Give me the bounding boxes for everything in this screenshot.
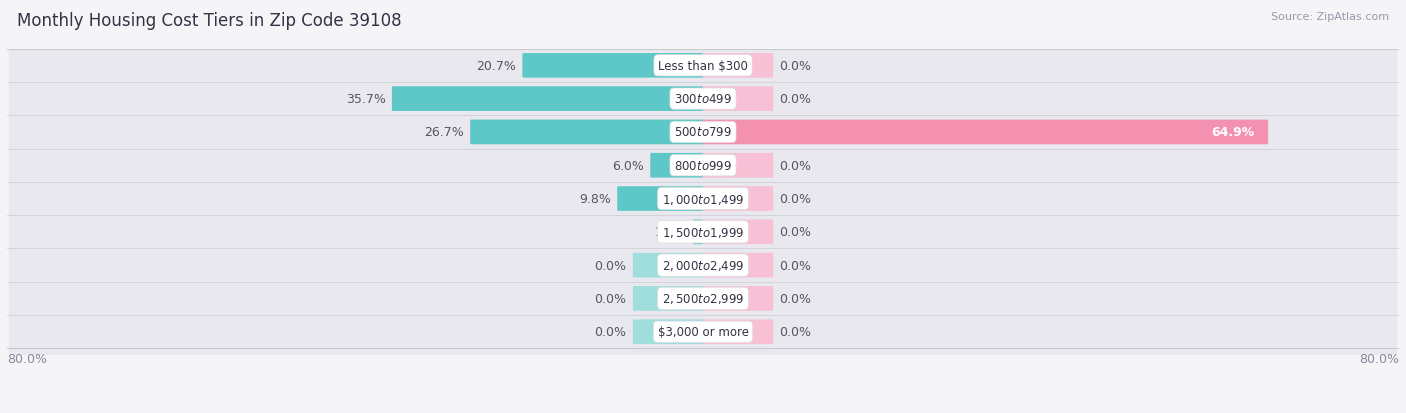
FancyBboxPatch shape	[8, 274, 1398, 324]
FancyBboxPatch shape	[703, 220, 773, 244]
Text: 0.0%: 0.0%	[779, 259, 811, 272]
FancyBboxPatch shape	[703, 120, 1268, 145]
FancyBboxPatch shape	[633, 320, 703, 344]
FancyBboxPatch shape	[693, 220, 703, 244]
FancyBboxPatch shape	[8, 141, 1398, 191]
Text: $300 to $499: $300 to $499	[673, 93, 733, 106]
Text: 1.1%: 1.1%	[655, 226, 686, 239]
Text: Monthly Housing Cost Tiers in Zip Code 39108: Monthly Housing Cost Tiers in Zip Code 3…	[17, 12, 402, 30]
Text: 6.0%: 6.0%	[612, 159, 644, 172]
Text: Source: ZipAtlas.com: Source: ZipAtlas.com	[1271, 12, 1389, 22]
Text: 9.8%: 9.8%	[579, 192, 610, 206]
FancyBboxPatch shape	[8, 108, 1398, 157]
FancyBboxPatch shape	[633, 287, 703, 311]
FancyBboxPatch shape	[470, 120, 703, 145]
FancyBboxPatch shape	[703, 287, 773, 311]
Text: 0.0%: 0.0%	[779, 93, 811, 106]
Text: 0.0%: 0.0%	[779, 192, 811, 206]
Text: 0.0%: 0.0%	[595, 292, 627, 305]
Text: 0.0%: 0.0%	[779, 292, 811, 305]
Text: $1,500 to $1,999: $1,500 to $1,999	[662, 225, 744, 239]
Text: 0.0%: 0.0%	[595, 325, 627, 338]
FancyBboxPatch shape	[633, 253, 703, 278]
Text: $2,000 to $2,499: $2,000 to $2,499	[662, 259, 744, 273]
FancyBboxPatch shape	[703, 54, 773, 78]
Text: $1,000 to $1,499: $1,000 to $1,499	[662, 192, 744, 206]
FancyBboxPatch shape	[8, 41, 1398, 91]
FancyBboxPatch shape	[8, 240, 1398, 290]
FancyBboxPatch shape	[703, 154, 773, 178]
Text: $800 to $999: $800 to $999	[673, 159, 733, 172]
Text: 20.7%: 20.7%	[477, 60, 516, 73]
Text: $3,000 or more: $3,000 or more	[658, 325, 748, 338]
FancyBboxPatch shape	[8, 74, 1398, 124]
Text: Less than $300: Less than $300	[658, 60, 748, 73]
FancyBboxPatch shape	[703, 187, 773, 211]
Text: 0.0%: 0.0%	[779, 159, 811, 172]
Text: 26.7%: 26.7%	[425, 126, 464, 139]
Text: 80.0%: 80.0%	[1360, 353, 1399, 366]
FancyBboxPatch shape	[703, 320, 773, 344]
Text: 64.9%: 64.9%	[1212, 126, 1254, 139]
FancyBboxPatch shape	[703, 253, 773, 278]
FancyBboxPatch shape	[651, 154, 703, 178]
Text: 0.0%: 0.0%	[595, 259, 627, 272]
Text: 0.0%: 0.0%	[779, 60, 811, 73]
Text: 35.7%: 35.7%	[346, 93, 385, 106]
FancyBboxPatch shape	[703, 87, 773, 112]
FancyBboxPatch shape	[617, 187, 703, 211]
Text: $500 to $799: $500 to $799	[673, 126, 733, 139]
Text: 0.0%: 0.0%	[779, 325, 811, 338]
Text: $2,500 to $2,999: $2,500 to $2,999	[662, 292, 744, 306]
FancyBboxPatch shape	[392, 87, 703, 112]
FancyBboxPatch shape	[523, 54, 703, 78]
Text: 0.0%: 0.0%	[779, 226, 811, 239]
FancyBboxPatch shape	[8, 307, 1398, 357]
FancyBboxPatch shape	[8, 207, 1398, 257]
FancyBboxPatch shape	[8, 174, 1398, 224]
Text: 80.0%: 80.0%	[7, 353, 46, 366]
